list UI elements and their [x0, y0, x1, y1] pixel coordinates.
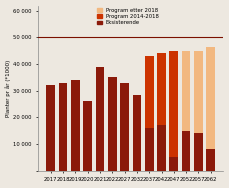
Bar — [59, 83, 67, 171]
Bar — [108, 77, 117, 171]
Bar — [96, 67, 104, 171]
Bar — [71, 80, 80, 171]
Bar — [120, 83, 129, 171]
Bar — [157, 53, 166, 125]
Bar — [169, 157, 178, 171]
Bar — [133, 95, 141, 171]
Bar — [83, 101, 92, 171]
Y-axis label: Planter pr år (*1000): Planter pr år (*1000) — [5, 59, 11, 117]
Bar — [182, 51, 190, 131]
Legend: Program etter 2018, Program 2014-2018, Eksisterende: Program etter 2018, Program 2014-2018, E… — [96, 7, 160, 26]
Bar — [46, 85, 55, 171]
Bar — [145, 128, 153, 171]
Bar — [182, 131, 190, 171]
Bar — [206, 47, 215, 149]
Bar — [169, 51, 178, 157]
Bar — [145, 56, 153, 128]
Bar — [157, 125, 166, 171]
Bar — [194, 133, 203, 171]
Bar — [194, 51, 203, 133]
Bar — [206, 149, 215, 171]
